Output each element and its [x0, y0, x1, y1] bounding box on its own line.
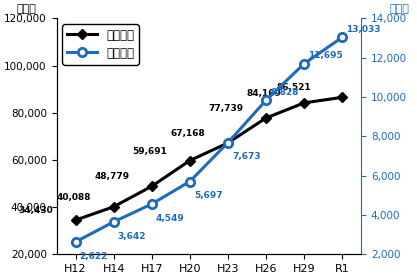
Legend: 高齢者数, 認定者数: 高齢者数, 認定者数	[63, 24, 139, 64]
Line: 高齢者数: 高齢者数	[72, 94, 346, 224]
認定者数	[264, 99, 269, 102]
高齢者数	[225, 141, 230, 145]
高齢者数	[73, 219, 78, 222]
認定者数	[149, 202, 154, 206]
高齢者数	[187, 159, 192, 162]
Line: 認定者数: 認定者数	[71, 33, 346, 246]
高齢者数	[264, 116, 269, 120]
Text: 9,828: 9,828	[270, 88, 299, 97]
Text: 11,695: 11,695	[308, 51, 343, 60]
Text: 2,622: 2,622	[80, 252, 108, 260]
Text: 3,642: 3,642	[118, 232, 146, 240]
Text: （人）: （人）	[390, 4, 410, 14]
高齢者数	[339, 96, 344, 99]
Text: 86,521: 86,521	[277, 83, 311, 92]
Text: 5,697: 5,697	[194, 191, 223, 200]
認定者数	[225, 141, 230, 144]
Text: 34,430: 34,430	[19, 206, 53, 215]
認定者数	[339, 36, 344, 39]
Text: 4,549: 4,549	[156, 214, 185, 223]
Text: 84,169: 84,169	[247, 89, 282, 98]
Text: 67,168: 67,168	[171, 129, 206, 138]
認定者数	[187, 180, 192, 183]
Text: 77,739: 77,739	[208, 104, 244, 113]
Text: 40,088: 40,088	[57, 193, 91, 202]
認定者数	[111, 220, 116, 224]
高齢者数	[111, 205, 116, 208]
Text: 48,779: 48,779	[94, 172, 130, 181]
Text: 13,033: 13,033	[346, 25, 381, 34]
高齢者数	[149, 185, 154, 188]
Text: （人）: （人）	[17, 4, 37, 14]
Text: 7,673: 7,673	[232, 152, 261, 161]
認定者数	[301, 62, 306, 65]
Text: 59,691: 59,691	[133, 147, 168, 156]
高齢者数	[301, 101, 306, 105]
認定者数	[73, 240, 78, 244]
